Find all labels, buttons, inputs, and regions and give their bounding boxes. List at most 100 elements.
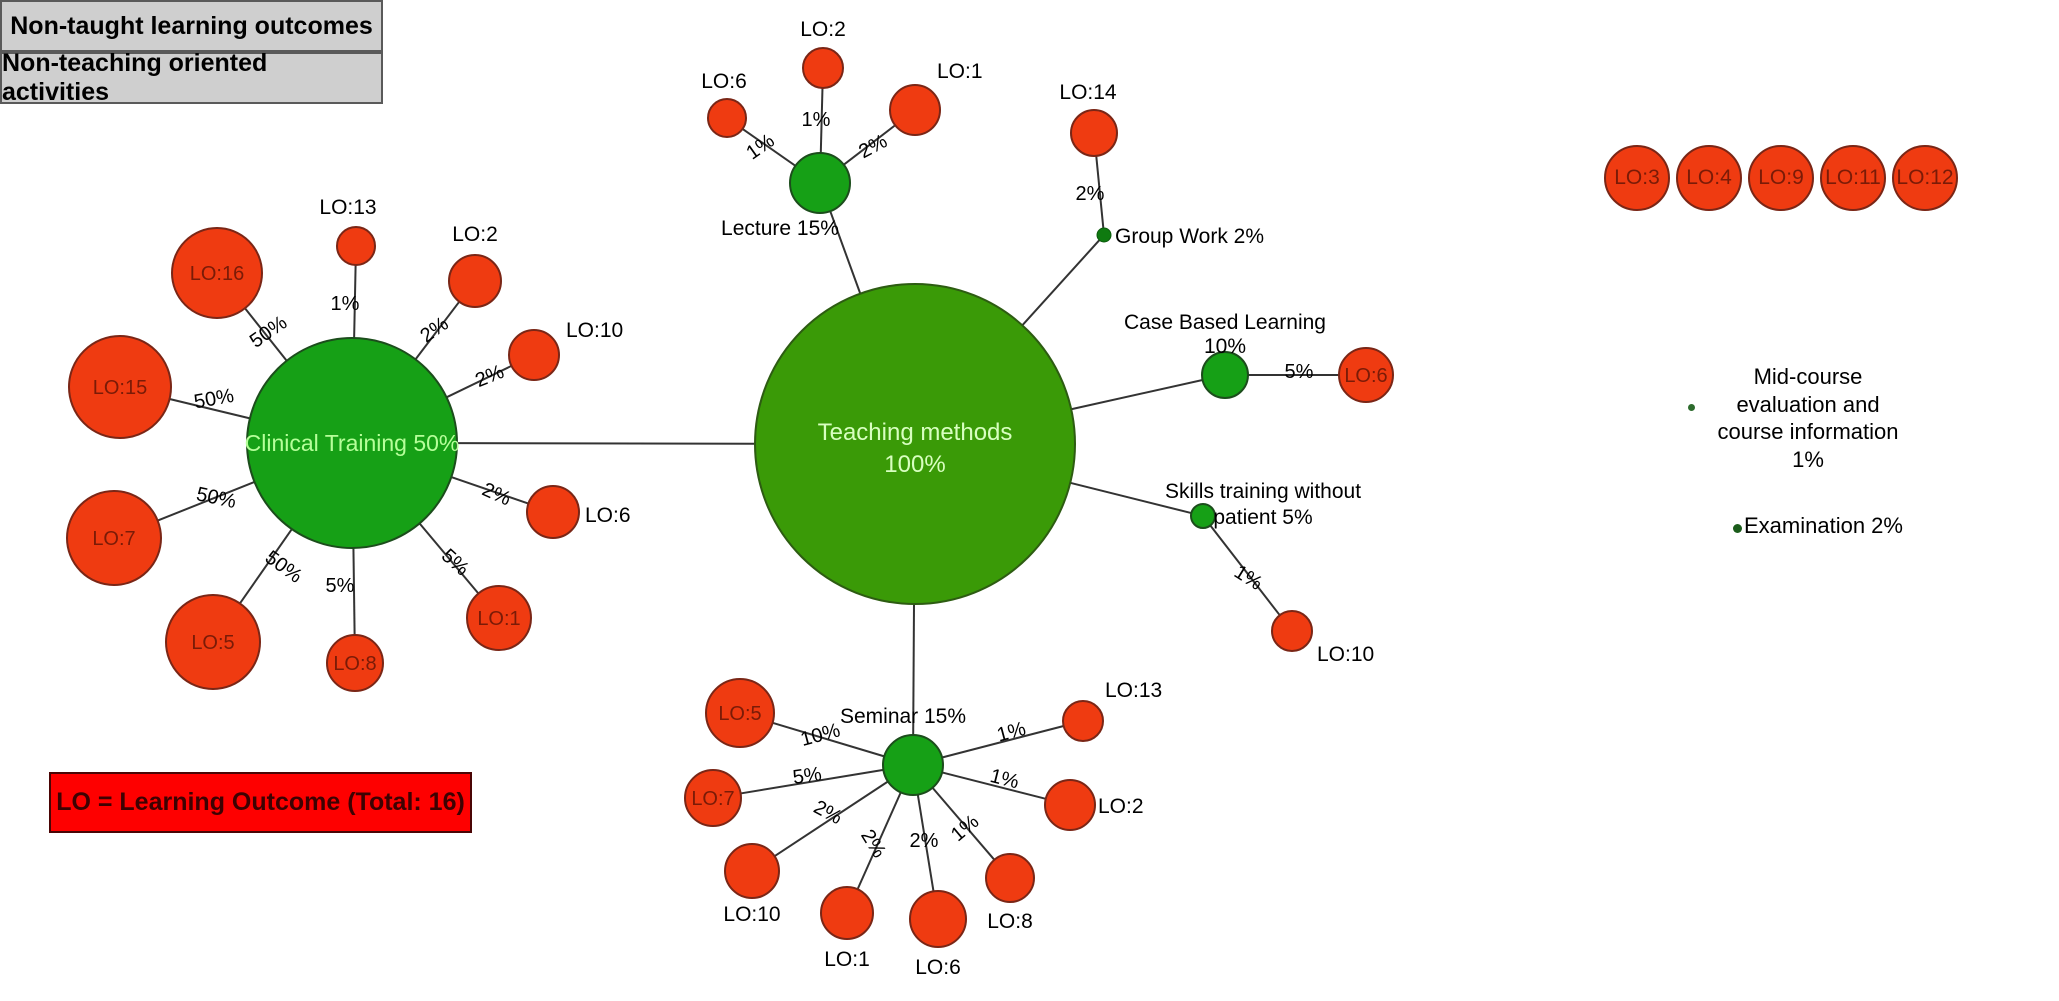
- node-label-ct-lo16: LO:16: [190, 263, 244, 285]
- edge-ct-lo1: [418, 522, 480, 595]
- node-label-ct-lo2: LO:2: [452, 223, 498, 246]
- node-value-teaching-methods: 100%: [884, 451, 945, 478]
- edge-ct-lo7: [157, 480, 255, 522]
- edge-gw-lo14: [1095, 155, 1105, 229]
- mid-course-evaluation-dot: [1688, 404, 1695, 411]
- node-lecture[interactable]: [789, 152, 851, 214]
- edge-ct-lo13: [353, 264, 357, 339]
- node-ct-lo1[interactable]: [466, 585, 532, 651]
- node-layer: [66, 47, 1394, 948]
- node-sem-lo6[interactable]: [909, 890, 967, 948]
- node-label-cbl-lo6: LO:6: [1344, 365, 1387, 387]
- edge-ct-lo5: [239, 528, 293, 605]
- node-label-teaching-methods: Teaching methods: [818, 419, 1013, 446]
- node-label-sem-lo13: LO:13: [1105, 679, 1162, 702]
- node-label-sem-lo2: LO:2: [1098, 795, 1144, 818]
- node-label-sem-lo7: LO:7: [691, 788, 734, 810]
- edge-weight-ct-lo15: 50%: [192, 385, 235, 414]
- node-label-ct-lo7: LO:7: [92, 528, 135, 550]
- node-seminar[interactable]: [882, 734, 944, 796]
- non-taught-panel-title: Non-taught learning outcomes: [10, 11, 373, 40]
- non-taught-chip[interactable]: LO:11: [1820, 145, 1886, 211]
- node-st-lo10[interactable]: [1271, 610, 1313, 652]
- node-label-lecture: Lecture 15%: [721, 217, 839, 240]
- node-label-group-work: Group Work 2%: [1115, 225, 1264, 248]
- edge-weight-lec-lo6: 1%: [742, 130, 778, 165]
- node-label-case-based-learning: Case Based Learning: [1124, 311, 1326, 334]
- node-sem-lo10[interactable]: [724, 843, 780, 899]
- edge-lec-lo2: [819, 87, 824, 154]
- node-label-sem-lo5: LO:5: [718, 703, 761, 725]
- node-ct-lo5[interactable]: [165, 594, 261, 690]
- node-label-clinical-training: Clinical Training 50%: [245, 430, 460, 456]
- edge-ct-lo8: [352, 547, 356, 636]
- node-skills-training-without-patient[interactable]: [1190, 503, 1216, 529]
- node-label-ct-lo6: LO:6: [585, 504, 631, 527]
- learning-outcome-legend: LO = Learning Outcome (Total: 16): [49, 772, 472, 833]
- learning-outcome-legend-text: LO = Learning Outcome (Total: 16): [56, 788, 465, 816]
- edge-weight-ct-lo5: 50%: [261, 546, 306, 587]
- non-taught-chip[interactable]: LO:9: [1748, 145, 1814, 211]
- non-teaching-panel-header: Non-teaching oriented activities: [0, 49, 383, 106]
- node-label-lec-lo1: LO:1: [937, 60, 983, 83]
- node-label-lec-lo6: LO:6: [701, 70, 747, 93]
- node-lec-lo1[interactable]: [889, 84, 941, 136]
- node-sem-lo1[interactable]: [820, 886, 874, 940]
- edge-weight-sem-lo13: 1%: [995, 718, 1029, 747]
- node-clinical-training[interactable]: [246, 337, 458, 549]
- node-gw-lo14[interactable]: [1070, 109, 1118, 157]
- edge-st-lo10: [1209, 524, 1281, 616]
- node-label-ct-lo10: LO:10: [566, 319, 623, 342]
- edge-sem-lo8: [931, 787, 996, 861]
- edge-weight-sem-lo7: 5%: [791, 763, 823, 789]
- edge-weight-cbl-lo6: 5%: [1285, 361, 1314, 383]
- node-sem-lo8[interactable]: [985, 853, 1035, 903]
- edge-layer: [157, 87, 1339, 892]
- node-label-st-lo10: LO:10: [1317, 643, 1374, 666]
- non-taught-panel-header: Non-taught learning outcomes: [0, 0, 383, 52]
- node-ct-lo15[interactable]: [68, 335, 172, 439]
- mid-course-evaluation-line-1: Mid-course: [1753, 364, 1863, 389]
- edge-weight-lec-lo1: 2%: [855, 130, 891, 163]
- node-label-sem-lo8: LO:8: [987, 910, 1033, 933]
- node-ct-lo2[interactable]: [448, 254, 502, 308]
- node-sem-lo2[interactable]: [1044, 779, 1096, 831]
- node-label2-case-based-learning: 10%: [1204, 335, 1246, 358]
- edge-weight-sem-lo2: 1%: [988, 765, 1022, 793]
- node-label-ct-lo5: LO:5: [191, 632, 234, 654]
- edge-weight-ct-lo6: 2%: [479, 479, 515, 511]
- node-sem-lo5[interactable]: [705, 678, 775, 748]
- edge-sem-lo1: [856, 791, 902, 890]
- node-ct-lo6[interactable]: [526, 485, 580, 539]
- node-cbl-lo6[interactable]: [1338, 347, 1394, 403]
- node-label-lec-lo2: LO:2: [800, 18, 846, 41]
- mid-course-evaluation-line-4: 1%: [1792, 446, 1824, 472]
- non-taught-chip[interactable]: LO:12: [1892, 145, 1958, 211]
- edge-sem-lo7: [740, 768, 884, 795]
- non-taught-chip[interactable]: LO:3: [1604, 145, 1670, 211]
- node-sem-lo13[interactable]: [1062, 700, 1104, 742]
- node-label-skills-training-without-patient: Skills training without: [1165, 480, 1361, 503]
- node-label-ct-lo1: LO:1: [477, 608, 520, 630]
- node-group-work[interactable]: [1096, 227, 1112, 243]
- node-sem-lo7[interactable]: [684, 769, 742, 827]
- node-ct-lo10[interactable]: [508, 329, 560, 381]
- node-lec-lo6[interactable]: [707, 98, 747, 138]
- node-label-sem-lo6: LO:6: [915, 956, 961, 979]
- edge-weight-sem-lo1: 2%: [856, 826, 890, 862]
- edge-ct-lo15: [169, 397, 251, 420]
- node-case-based-learning[interactable]: [1201, 351, 1249, 399]
- edge-ct-lo16: [244, 307, 288, 362]
- node-label-sem-lo10: LO:10: [723, 903, 780, 926]
- mid-course-evaluation-line-3: course information: [1717, 419, 1899, 444]
- node-ct-lo13[interactable]: [336, 226, 376, 266]
- mid-course-evaluation-label: Mid-course evaluation and course informa…: [1698, 363, 1918, 473]
- node-ct-lo8[interactable]: [326, 634, 384, 692]
- edge-sem-lo6: [916, 794, 935, 892]
- non-taught-chip[interactable]: LO:4: [1676, 145, 1742, 211]
- node-ct-lo7[interactable]: [66, 490, 162, 586]
- node-lec-lo2[interactable]: [802, 47, 844, 89]
- node-ct-lo16[interactable]: [171, 227, 263, 319]
- mid-course-evaluation-line-2: evaluation and: [1736, 391, 1880, 417]
- node-teaching-methods[interactable]: [754, 283, 1076, 605]
